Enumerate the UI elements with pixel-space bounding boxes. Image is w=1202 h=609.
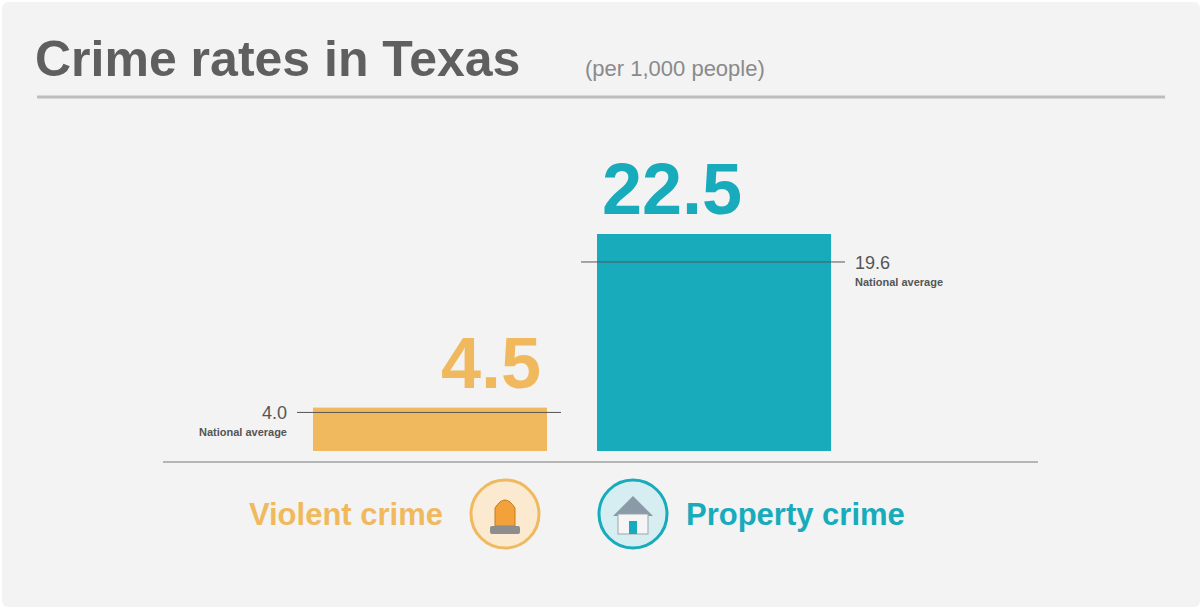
reference-line [297,412,561,413]
subtitle: (per 1,000 people) [585,56,765,81]
data-label: 22.5 [602,149,742,229]
background [2,2,1200,607]
reference-value: 19.6 [855,253,890,273]
siren-base [490,526,520,534]
category-icon [599,480,667,548]
title: Crime rates in Texas [35,31,520,87]
reference-line [581,261,845,262]
siren [495,500,515,526]
category-label: Property crime [686,497,905,532]
page [0,0,1202,609]
house-roof [613,496,653,516]
bar [597,234,831,451]
chart: Crime rates in Texas (per 1,000 people) 4.… [0,0,1202,609]
bar [313,408,547,451]
house-door [629,521,637,534]
icon-circle [599,480,667,548]
baseline [163,461,1038,463]
reference-label: National average [855,276,943,288]
reference-label: National average [199,426,287,438]
category-icon [471,480,539,548]
house-body [618,514,648,534]
icon-circle [471,480,539,548]
data-label: 4.5 [441,323,541,403]
bars [313,234,831,451]
title-rule [37,96,1165,99]
category-label: Violent crime [249,497,443,532]
reference-value: 4.0 [262,403,287,423]
